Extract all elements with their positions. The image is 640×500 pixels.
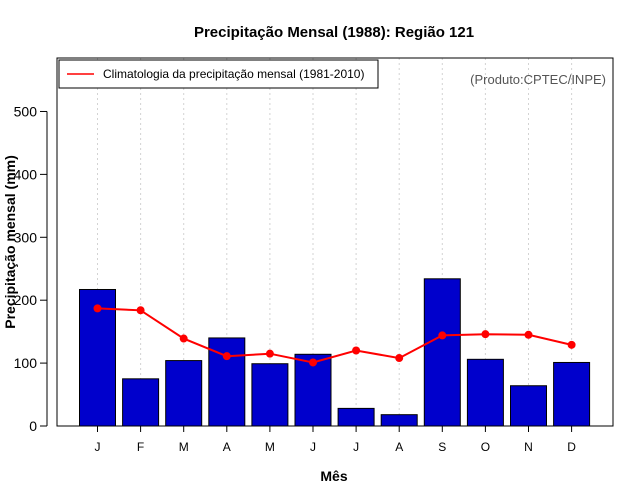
climatology-point-7	[352, 346, 361, 355]
climatology-series	[93, 304, 576, 367]
x-tick-label: O	[481, 440, 490, 454]
climatology-point-8	[395, 354, 404, 363]
climatology-point-1	[93, 304, 102, 313]
x-tick-label: M	[265, 440, 275, 454]
y-tick-label: 200	[14, 292, 38, 308]
legend-box	[58, 59, 379, 89]
x-tick-label: J	[310, 440, 316, 454]
y-axis-label: Precipitação mensal (mm)	[2, 155, 18, 329]
bar-m-5	[251, 363, 289, 427]
x-tick-label: A	[395, 440, 403, 454]
climatology-point-9	[438, 331, 447, 340]
climatology-point-5	[265, 349, 274, 358]
x-tick-label: J	[95, 440, 101, 454]
climatology-point-11	[524, 330, 533, 339]
climatology-point-10	[481, 330, 490, 339]
bar-s-9	[423, 278, 461, 427]
climatology-point-3	[179, 334, 188, 343]
climatology-point-12	[567, 340, 576, 349]
source-annotation: (Produto:CPTEC/INPE)	[470, 72, 606, 87]
y-tick-label: 100	[14, 355, 38, 371]
y-tick-label: 300	[14, 229, 38, 245]
y-axis: 0 100 200 300 400 500	[14, 103, 48, 434]
x-tick-label: M	[179, 440, 189, 454]
y-tick-label: 0	[29, 418, 37, 434]
x-tick-label: S	[438, 440, 446, 454]
bar-j-7	[337, 407, 375, 427]
y-tick-label: 400	[14, 166, 38, 182]
climatology-point-2	[136, 306, 145, 315]
bar-n-11	[510, 385, 547, 427]
chart-title: Precipitação Mensal (1988): Região 121	[194, 24, 474, 41]
bar-d-12	[553, 361, 591, 427]
y-tick-label: 500	[14, 103, 38, 119]
legend: Climatologia da precipitação mensal (198…	[58, 59, 379, 89]
x-tick-label: D	[567, 440, 576, 454]
x-axis-label: Mês	[320, 468, 347, 484]
bar-f-2	[122, 378, 160, 427]
bar-series	[79, 278, 591, 427]
bar-a-8	[380, 414, 418, 427]
x-tick-label: N	[524, 440, 533, 454]
climatology-point-6	[309, 358, 317, 367]
x-tick-label: J	[353, 440, 359, 454]
bar-o-10	[466, 358, 504, 427]
x-tick-label: F	[137, 440, 144, 454]
climatology-point-4	[222, 352, 231, 361]
legend-label: Climatologia da precipitação mensal (198…	[103, 67, 364, 81]
x-tick-label: A	[223, 440, 231, 454]
bar-m-3	[165, 360, 203, 427]
climatology-line	[97, 307, 572, 364]
